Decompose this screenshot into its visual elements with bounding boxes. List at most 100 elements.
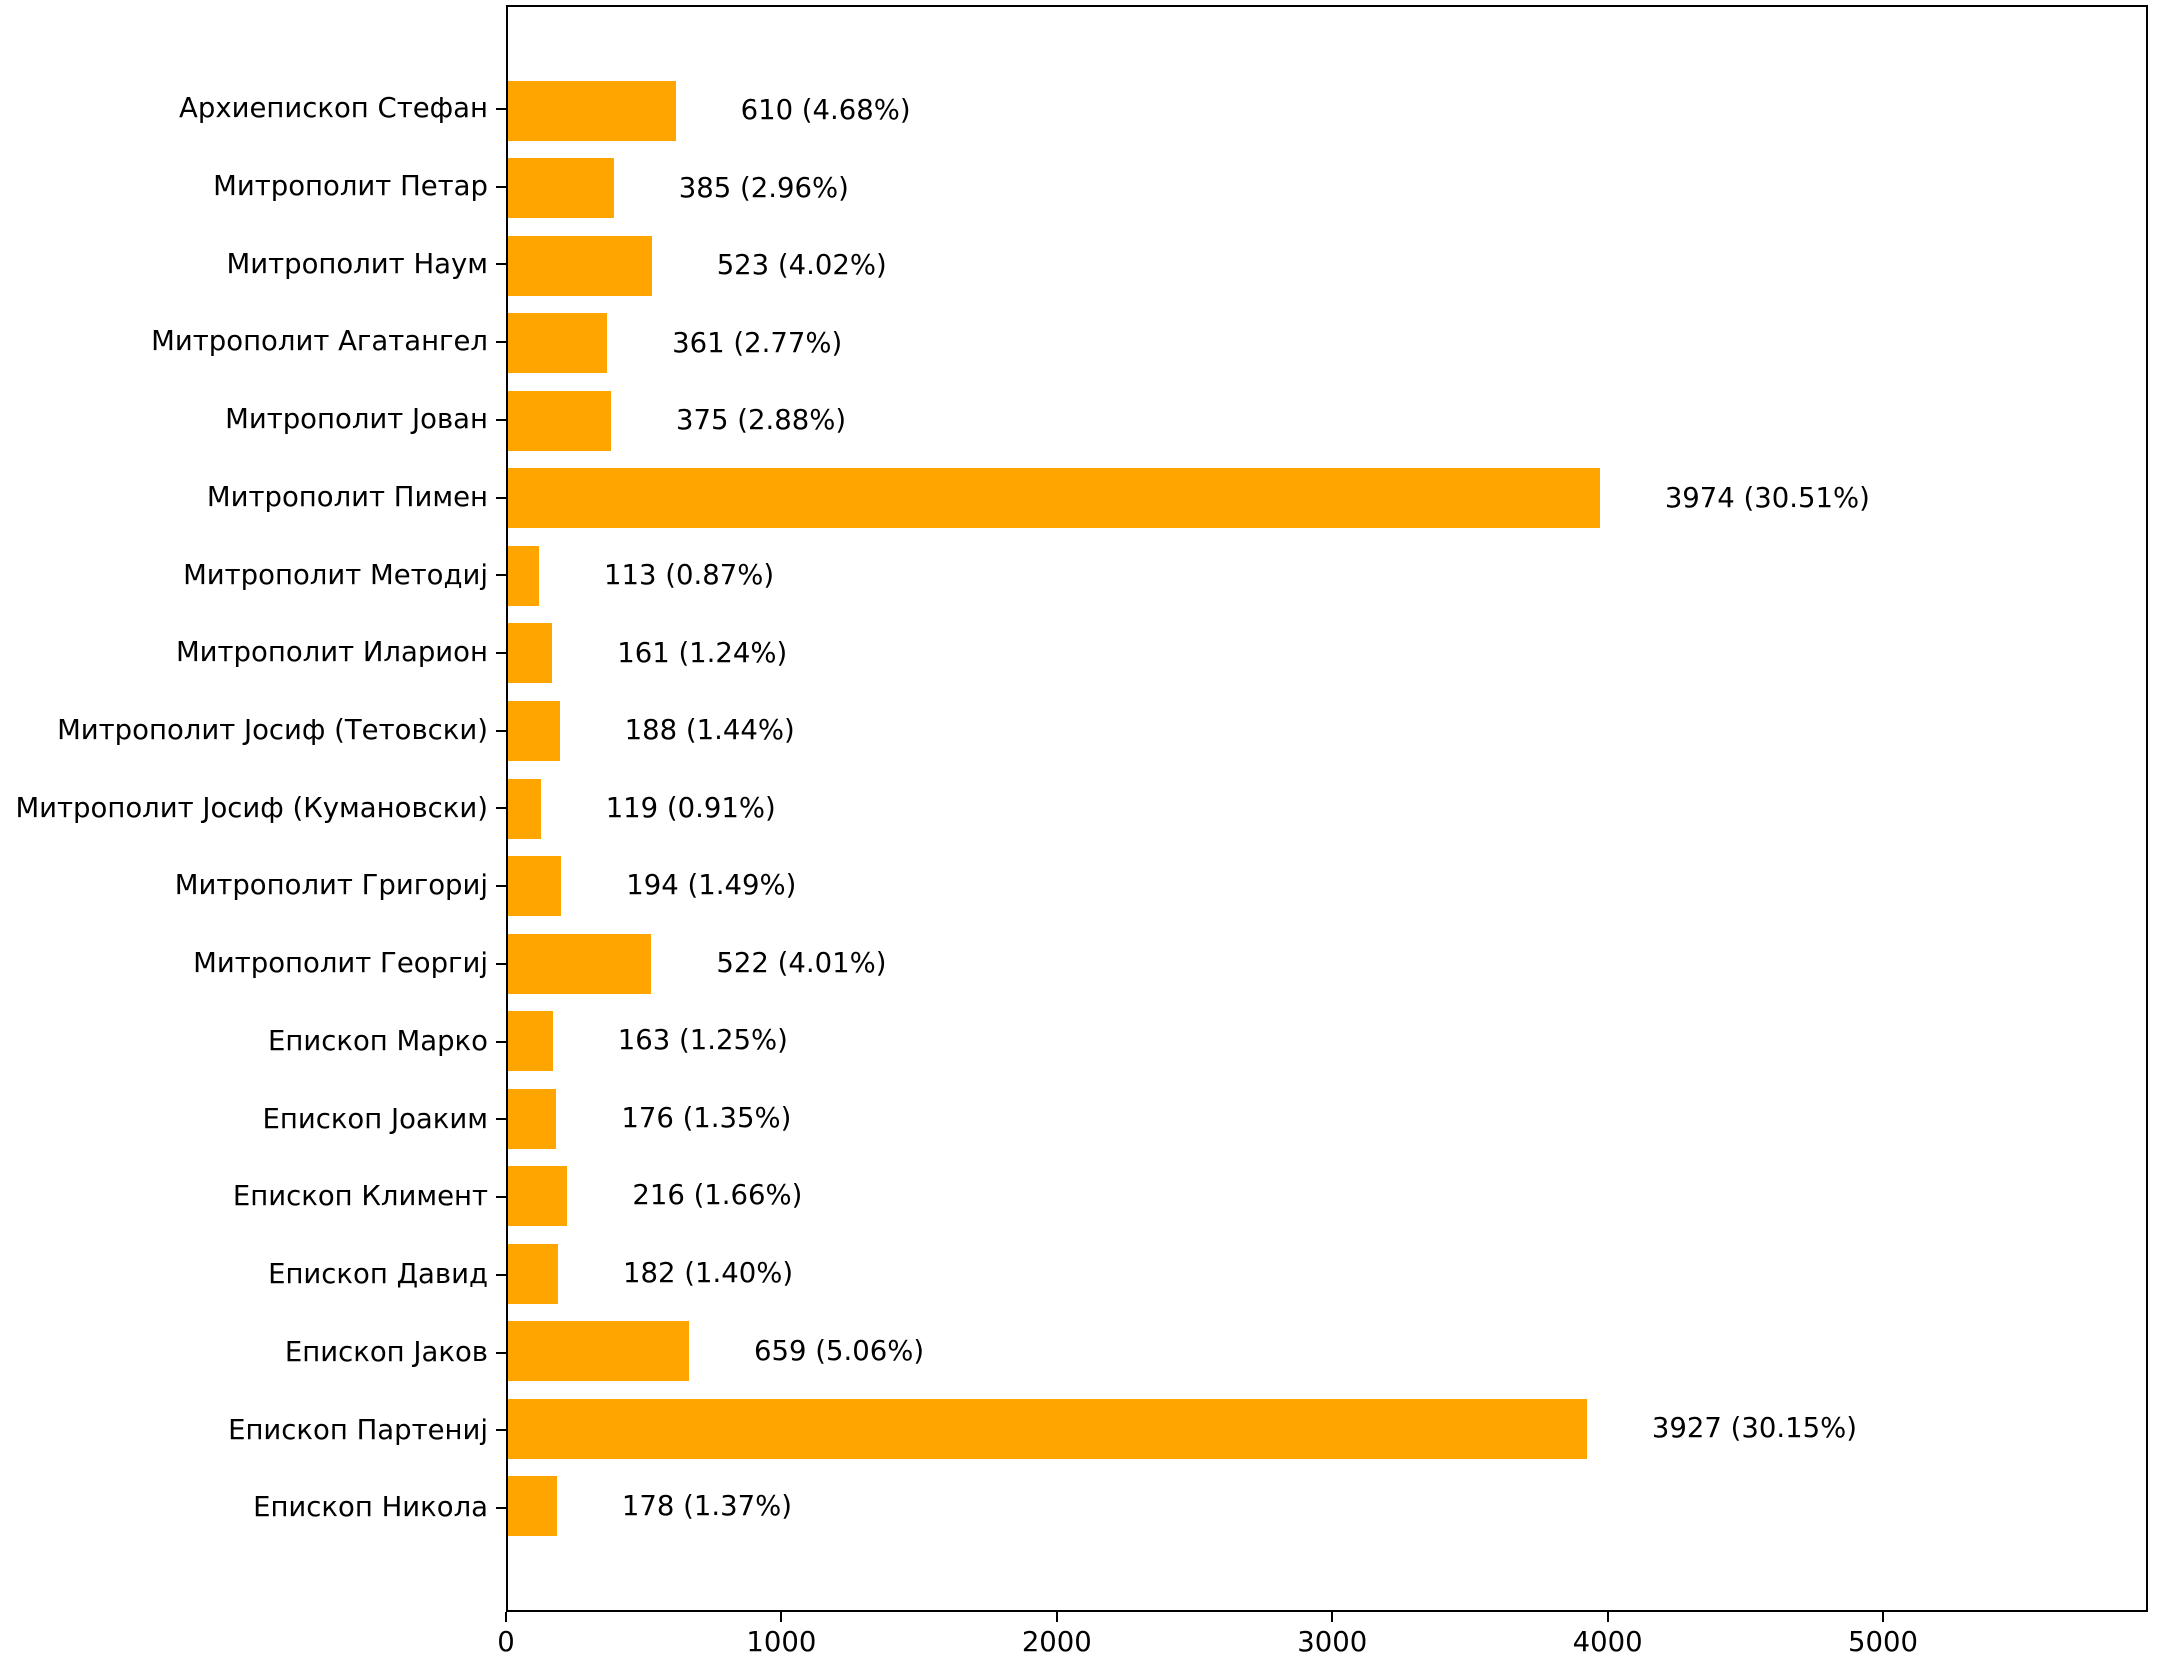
category-row: Митрополит Пимен bbox=[0, 459, 506, 537]
y-tick-mark bbox=[496, 1196, 506, 1199]
category-label: Митрополит Петар bbox=[213, 169, 488, 202]
y-tick-mark bbox=[496, 885, 506, 888]
y-tick-mark bbox=[496, 1507, 506, 1510]
bar-row: 163 (1.25%) bbox=[508, 1002, 2146, 1080]
y-tick-mark bbox=[496, 807, 506, 810]
category-row: Епископ Давид bbox=[0, 1236, 506, 1314]
bar-row: 188 (1.44%) bbox=[508, 692, 2146, 770]
category-row: Митрополит Јосиф (Кумановски) bbox=[0, 770, 506, 848]
bar bbox=[508, 313, 608, 374]
bar-row: 659 (5.06%) bbox=[508, 1313, 2146, 1391]
bar bbox=[508, 1243, 558, 1304]
x-tick-label: 0 bbox=[497, 1626, 515, 1658]
category-label: Митрополит Наум bbox=[226, 247, 488, 280]
x-tick-mark bbox=[1882, 1612, 1885, 1622]
bar bbox=[508, 468, 1600, 529]
bar bbox=[508, 80, 676, 141]
category-label: Епископ Давид bbox=[268, 1258, 488, 1291]
bar bbox=[508, 1166, 568, 1227]
bar-row: 361 (2.77%) bbox=[508, 305, 2146, 383]
category-label: Митрополит Јосиф (Тетовски) bbox=[57, 713, 488, 746]
x-tick-mark bbox=[1606, 1612, 1609, 1622]
bar bbox=[508, 235, 652, 296]
category-row: Митрополит Јосиф (Тетовски) bbox=[0, 692, 506, 770]
y-tick-mark bbox=[496, 107, 506, 110]
category-row: Митрополит Иларион bbox=[0, 614, 506, 692]
plot-area: 610 (4.68%) 385 (2.96%) 523 (4.02%) 361 (2.… bbox=[506, 5, 2148, 1612]
category-label: Митрополит Агатангел bbox=[151, 325, 488, 358]
bar-value-label: 3974 (30.51%) bbox=[1664, 481, 1870, 514]
bar-row: 113 (0.87%) bbox=[508, 537, 2146, 615]
y-tick-mark bbox=[496, 962, 506, 965]
category-row: Митрополит Јован bbox=[0, 381, 506, 459]
category-row: Епископ Партениј bbox=[0, 1391, 506, 1469]
x-tick-label: 1000 bbox=[746, 1626, 817, 1658]
category-label: Архиепископ Стефан bbox=[179, 92, 488, 125]
bar-row: 3974 (30.51%) bbox=[508, 460, 2146, 538]
y-tick-mark bbox=[496, 574, 506, 577]
bar-value-label: 216 (1.66%) bbox=[632, 1179, 803, 1212]
bar-value-label: 182 (1.40%) bbox=[623, 1256, 794, 1289]
category-row: Митрополит Наум bbox=[0, 225, 506, 303]
bar-row: 610 (4.68%) bbox=[508, 72, 2146, 150]
y-tick-mark bbox=[496, 729, 506, 732]
bar bbox=[508, 158, 614, 219]
bar-row: 523 (4.02%) bbox=[508, 227, 2146, 305]
bar-row: 522 (4.01%) bbox=[508, 925, 2146, 1003]
y-tick-mark bbox=[496, 341, 506, 344]
x-tick-label: 2000 bbox=[1021, 1626, 1092, 1658]
bars-container: 610 (4.68%) 385 (2.96%) 523 (4.02%) 361 (2.… bbox=[508, 7, 2146, 1610]
category-row: Митрополит Агатангел bbox=[0, 303, 506, 381]
category-row: Епископ Марко bbox=[0, 1003, 506, 1081]
bar-row: 182 (1.40%) bbox=[508, 1235, 2146, 1313]
bar-value-label: 119 (0.91%) bbox=[605, 791, 776, 824]
y-tick-mark bbox=[496, 1429, 506, 1432]
x-tick-mark bbox=[505, 1612, 507, 1622]
bar-value-label: 161 (1.24%) bbox=[617, 636, 788, 669]
bar-row: 119 (0.91%) bbox=[508, 770, 2146, 848]
bar-value-label: 522 (4.01%) bbox=[716, 946, 887, 979]
bar-row: 216 (1.66%) bbox=[508, 1157, 2146, 1235]
bar bbox=[508, 778, 541, 839]
category-label: Епископ Марко bbox=[268, 1024, 488, 1057]
category-row: Епископ Јоаким bbox=[0, 1081, 506, 1159]
bar-value-label: 375 (2.88%) bbox=[676, 404, 847, 437]
category-label: Епископ Климент bbox=[232, 1180, 488, 1213]
bar bbox=[508, 1398, 1587, 1459]
category-label: Митрополит Григориј bbox=[174, 869, 488, 902]
y-axis-category-labels: Архиепископ Стефан Митрополит Петар Митроп… bbox=[0, 5, 506, 1612]
y-tick-mark bbox=[496, 1118, 506, 1121]
x-tick-mark bbox=[1331, 1612, 1334, 1622]
bar bbox=[508, 1011, 553, 1072]
bar bbox=[508, 933, 652, 994]
y-tick-mark bbox=[496, 496, 506, 499]
bar-value-label: 178 (1.37%) bbox=[621, 1489, 792, 1522]
bar-value-label: 3927 (30.15%) bbox=[1651, 1412, 1857, 1445]
category-label: Митрополит Јосиф (Кумановски) bbox=[15, 791, 488, 824]
y-tick-mark bbox=[496, 1273, 506, 1276]
category-row: Митрополит Методиј bbox=[0, 536, 506, 614]
bar-row: 375 (2.88%) bbox=[508, 382, 2146, 460]
category-row: Митрополит Георгиј bbox=[0, 925, 506, 1003]
category-row: Епископ Јаков bbox=[0, 1314, 506, 1392]
category-label: Епископ Јоаким bbox=[262, 1102, 488, 1135]
bar bbox=[508, 701, 560, 762]
category-row: Архиепископ Стефан bbox=[0, 70, 506, 148]
bar-value-label: 194 (1.49%) bbox=[626, 869, 797, 902]
x-tick-label: 3000 bbox=[1297, 1626, 1368, 1658]
bar-value-label: 361 (2.77%) bbox=[672, 326, 843, 359]
category-label: Епископ Јаков bbox=[284, 1335, 488, 1368]
bar bbox=[508, 545, 540, 606]
bar-row: 178 (1.37%) bbox=[508, 1468, 2146, 1546]
x-axis: 0 1000 2000 3000 4000 5000 bbox=[497, 1612, 2148, 1670]
bar-row: 194 (1.49%) bbox=[508, 847, 2146, 925]
bar-value-label: 523 (4.02%) bbox=[716, 249, 887, 282]
bar-row: 385 (2.96%) bbox=[508, 150, 2146, 228]
bar-value-label: 385 (2.96%) bbox=[678, 171, 849, 204]
bar bbox=[508, 1476, 557, 1537]
y-tick-mark bbox=[496, 1351, 506, 1354]
category-row: Епископ Никола bbox=[0, 1469, 506, 1547]
category-label: Митрополит Методиј bbox=[183, 558, 488, 591]
x-tick-mark bbox=[1055, 1612, 1058, 1622]
